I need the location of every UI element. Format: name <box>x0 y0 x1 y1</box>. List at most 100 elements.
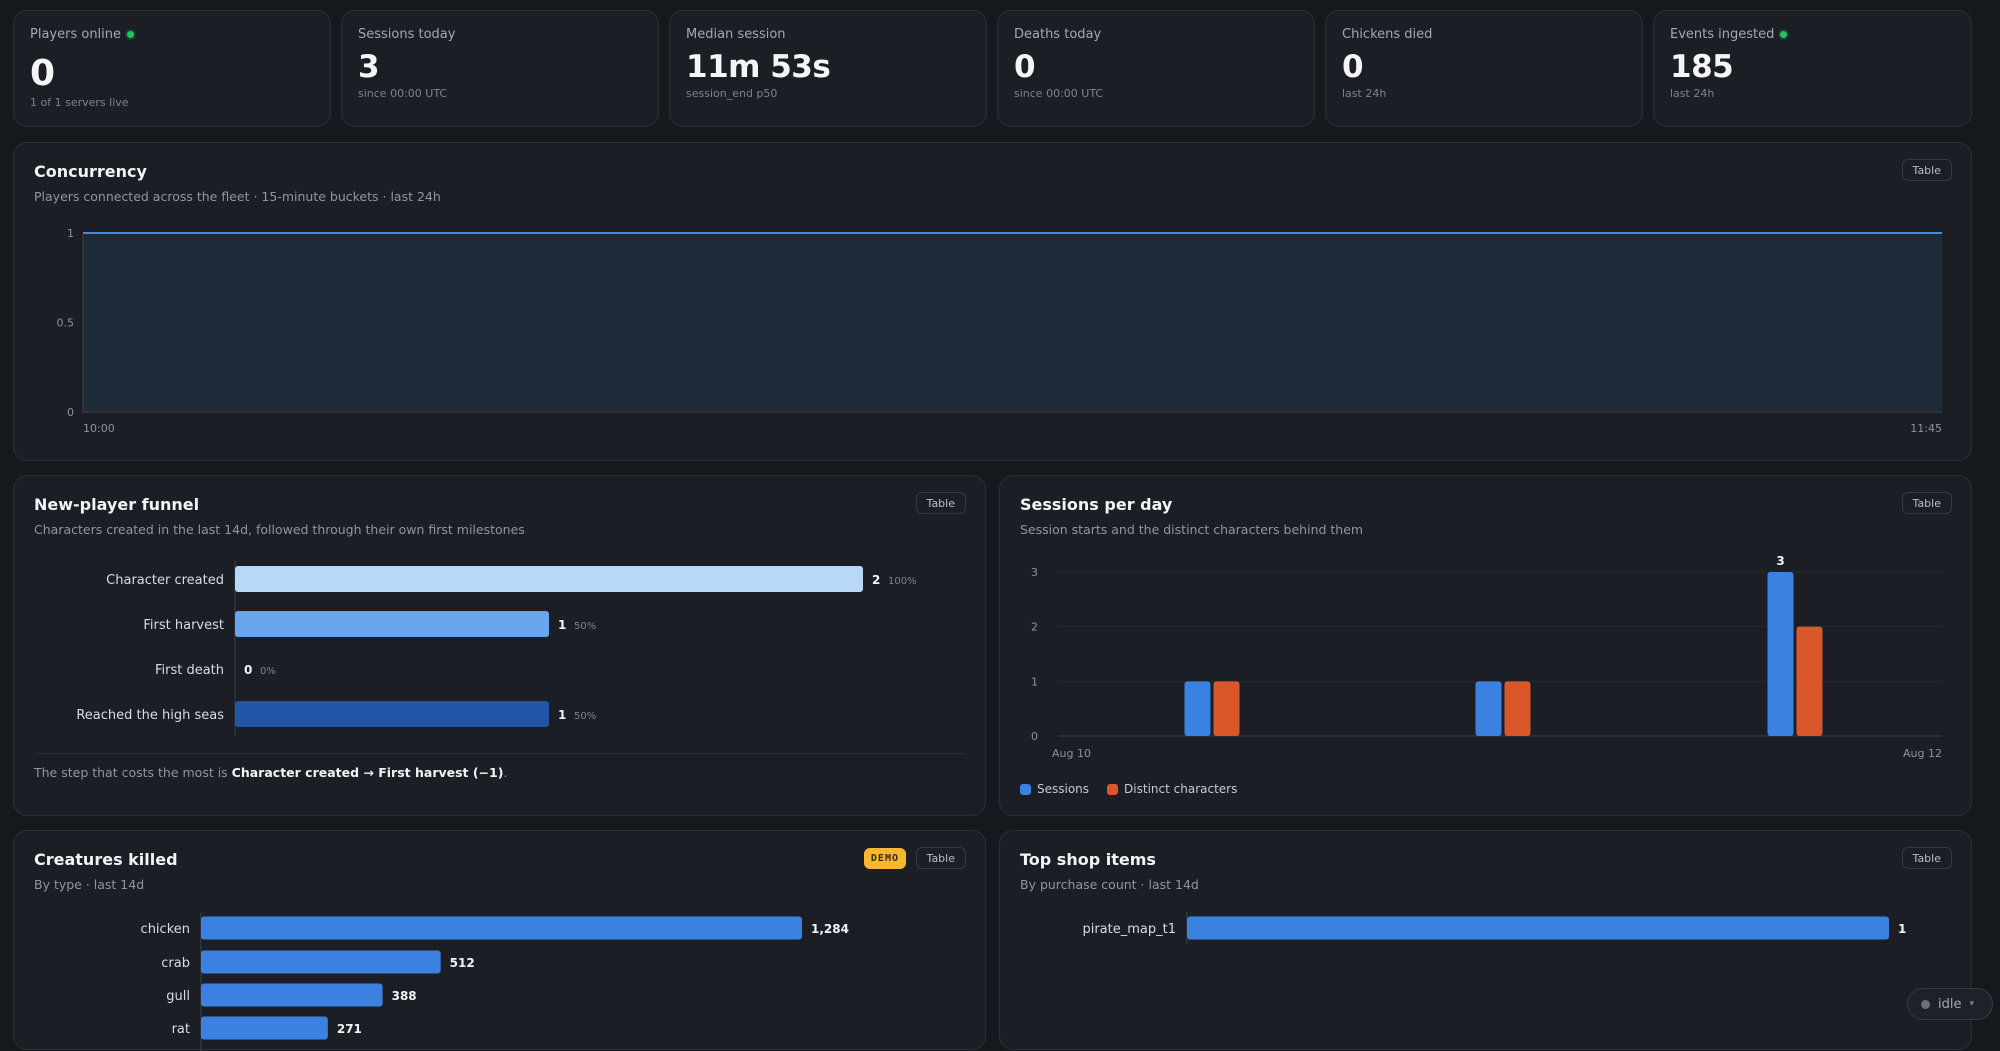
concurrency-subtitle: Players connected across the fleet · 15-… <box>34 189 441 204</box>
funnel-step-label: First harvest <box>143 618 224 633</box>
kpi-sub: since 00:00 UTC <box>358 87 448 100</box>
shop-subtitle: By purchase count · last 14d <box>1020 877 1199 892</box>
funnel-bar <box>235 701 549 727</box>
funnel-note-highlight: Character created → First harvest (−1) <box>231 765 504 780</box>
creature-value: 1,284 <box>811 922 849 936</box>
kpi-value: 11m 53s <box>686 49 831 85</box>
funnel-panel: New-player funnel Characters created in … <box>13 475 986 816</box>
funnel-chart: Character created 2 100% First harvest 1 50% F… <box>76 561 917 736</box>
shop-chart: pirate_map_t1 1 <box>1082 912 1906 944</box>
live-status-dot-icon <box>1780 31 1788 38</box>
sessions-bar <box>1504 681 1531 736</box>
creatures-table-button[interactable]: Table <box>915 847 966 869</box>
kpi-card: Events ingested 185 last 24h <box>1653 10 1972 127</box>
kpi-label: Median session <box>686 27 786 42</box>
concurrency-chart: 0 0.5 1 10:00 11:45 <box>57 227 1942 435</box>
creature-label: rat <box>172 1022 190 1037</box>
sessions-panel: Sessions per day Session starts and the … <box>999 475 1972 816</box>
creatures-title: Creatures killed <box>34 850 178 869</box>
sessions-bar <box>1213 681 1240 736</box>
funnel-table-button[interactable]: Table <box>915 492 966 514</box>
y-tick-label: 2 <box>1031 621 1038 634</box>
live-status-dot-icon <box>127 31 135 38</box>
status-label: idle <box>1938 996 1962 1012</box>
creature-value: 271 <box>337 1022 362 1036</box>
creatures-chart: chicken 1,284 crab 512 gull 388 rat 271 <box>141 912 849 1051</box>
creatures-panel: Creatures killed By type · last 14d DEMO… <box>13 830 986 1051</box>
kpi-sub: last 24h <box>1670 87 1715 100</box>
sessions-chart: 0 1 2 3 3 Aug 10 Aug 12 <box>1031 554 1942 760</box>
legend-distinct-characters[interactable]: Distinct characters <box>1107 782 1237 796</box>
concurrency-panel: Concurrency Players connected across the… <box>13 142 1972 461</box>
sessions-subtitle: Session starts and the distinct characte… <box>1020 522 1364 537</box>
sessions-legend: Sessions Distinct characters <box>1020 782 1237 796</box>
funnel-step-label: Character created <box>106 573 224 588</box>
funnel-note: The step that costs the most is Characte… <box>34 765 508 780</box>
sessions-bar <box>1767 572 1794 736</box>
demo-badge: DEMO <box>863 848 906 869</box>
creature-value: 388 <box>392 989 417 1003</box>
funnel-bar <box>235 611 549 637</box>
funnel-percent: 100% <box>888 576 917 587</box>
funnel-step-label: First death <box>155 663 224 678</box>
kpi-sub: last 24h <box>1342 87 1387 100</box>
y-tick-label: 0.5 <box>57 317 75 330</box>
kpi-label: Events ingested <box>1670 27 1788 42</box>
funnel-value: 0 <box>244 663 252 677</box>
creature-bar <box>201 983 383 1007</box>
sessions-table-button[interactable]: Table <box>1901 492 1952 514</box>
funnel-value: 2 <box>872 573 880 587</box>
y-tick-label: 1 <box>67 227 74 240</box>
funnel-percent: 50% <box>574 711 596 722</box>
funnel-title: New-player funnel <box>34 495 200 514</box>
max-value-label: 3 <box>1776 554 1784 568</box>
funnel-value: 1 <box>558 708 566 722</box>
creature-bar <box>201 1016 328 1040</box>
sessions-bar <box>1475 681 1502 736</box>
shop-table-button[interactable]: Table <box>1901 847 1952 869</box>
shop-item-label: pirate_map_t1 <box>1082 922 1176 937</box>
legend-sessions[interactable]: Sessions <box>1020 782 1089 796</box>
kpi-value: 0 <box>1342 49 1364 85</box>
kpi-label: Sessions today <box>358 27 456 42</box>
legend-sessions-swatch <box>1020 783 1031 795</box>
x-tick-label: Aug 12 <box>1903 747 1942 760</box>
y-tick-label: 0 <box>1031 730 1038 743</box>
kpi-sub: session_end p50 <box>686 87 778 100</box>
funnel-subtitle: Characters created in the last 14d, foll… <box>34 522 525 537</box>
y-tick-label: 3 <box>1031 566 1038 579</box>
status-pill[interactable]: idle ▾ <box>1907 988 1993 1020</box>
sessions-bar <box>1796 626 1823 736</box>
creature-label: gull <box>166 989 190 1004</box>
kpi-sub: 1 of 1 servers live <box>30 96 129 109</box>
sessions-title: Sessions per day <box>1020 495 1173 514</box>
kpi-value: 3 <box>358 49 380 85</box>
funnel-step-label: Reached the high seas <box>76 708 224 723</box>
x-tick-label: 10:00 <box>83 422 115 435</box>
creatures-subtitle: By type · last 14d <box>34 877 145 892</box>
kpi-value: 0 <box>30 53 55 94</box>
legend-distinct-characters-label: Distinct characters <box>1124 782 1238 796</box>
funnel-value: 1 <box>558 618 566 632</box>
y-tick-label: 1 <box>1031 675 1038 688</box>
kpi-label: Chickens died <box>1342 27 1433 42</box>
creature-value: 512 <box>450 956 475 970</box>
kpi-card: Sessions today 3 since 00:00 UTC <box>341 10 659 127</box>
legend-distinct-characters-swatch <box>1107 783 1119 795</box>
kpi-card: Chickens died 0 last 24h <box>1325 10 1643 127</box>
creature-label: crab <box>161 956 190 971</box>
y-tick-label: 0 <box>67 406 74 419</box>
kpi-card: Median session 11m 53s session_end p50 <box>669 10 987 127</box>
kpi-card: Deaths today 0 since 00:00 UTC <box>997 10 1315 127</box>
concurrency-area <box>83 233 1942 412</box>
kpi-label: Players online <box>30 27 135 42</box>
concurrency-table-button[interactable]: Table <box>1901 159 1952 181</box>
kpi-value: 185 <box>1670 49 1734 85</box>
concurrency-title: Concurrency <box>34 162 147 181</box>
shop-title: Top shop items <box>1020 850 1156 869</box>
chevron-down-icon: ▾ <box>1969 999 1975 1009</box>
status-dot-icon <box>1921 999 1930 1009</box>
kpi-card: Players online 0 1 of 1 servers live <box>13 10 331 127</box>
funnel-percent: 50% <box>574 621 596 632</box>
shop-item-bar <box>1187 916 1889 940</box>
